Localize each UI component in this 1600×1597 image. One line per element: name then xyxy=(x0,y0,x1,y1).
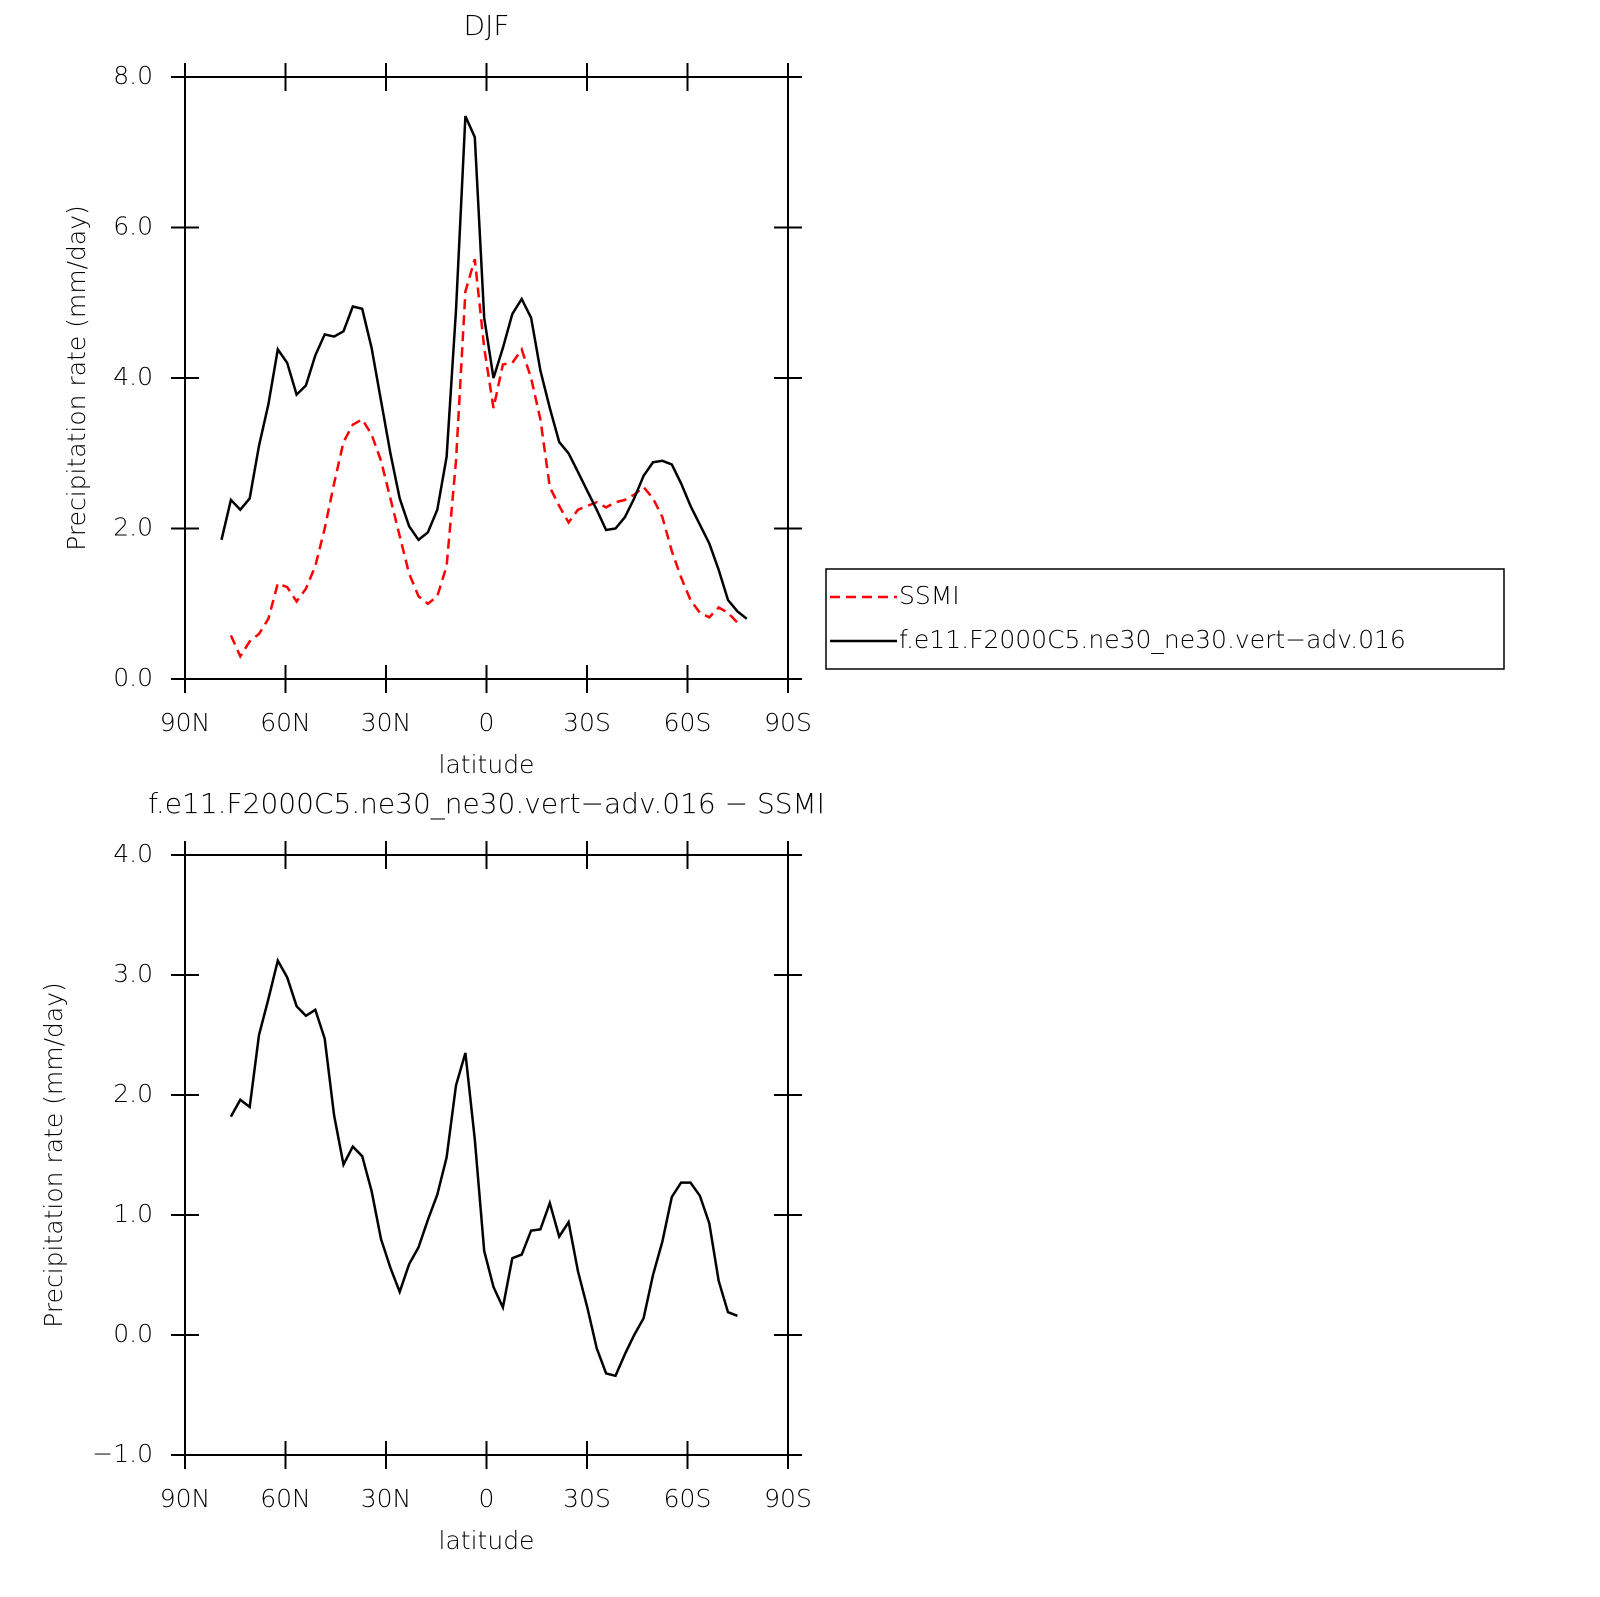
series-line xyxy=(220,115,748,620)
y-tick-label: 8.0 xyxy=(113,61,153,90)
x-tick-label: 30S xyxy=(563,1484,611,1513)
x-tick-label: 30N xyxy=(361,708,412,737)
x-tick-label: 0 xyxy=(479,708,495,737)
y-tick-label: 4.0 xyxy=(113,362,153,391)
chart-title: DJF xyxy=(464,9,510,42)
x-tick-label: 0 xyxy=(479,1484,495,1513)
series-line xyxy=(229,957,738,1378)
x-tick-label: 60S xyxy=(664,1484,712,1513)
x-tick-label: 60N xyxy=(260,708,311,737)
x-tick-label: 90S xyxy=(764,708,812,737)
x-tick-label: 30N xyxy=(361,1484,412,1513)
y-tick-label: 0.0 xyxy=(113,663,153,692)
y-tick-label: 6.0 xyxy=(113,212,153,241)
y-tick-label: 1.0 xyxy=(113,1199,153,1228)
y-axis-label: Precipitation rate (mm/day) xyxy=(62,205,91,551)
legend-label: f.e11.F2000C5.ne30_ne30.vert−adv.016 xyxy=(899,625,1406,654)
y-tick-label: −1.0 xyxy=(92,1439,153,1468)
chart-title: f.e11.F2000C5.ne30_ne30.vert−adv.016 − S… xyxy=(148,787,825,821)
plot-frame xyxy=(184,76,789,680)
legend-box xyxy=(825,568,1505,670)
legend-label: SSMI xyxy=(899,581,960,610)
x-tick-label: 90N xyxy=(160,1484,211,1513)
y-tick-label: 2.0 xyxy=(113,1079,153,1108)
plot-frame xyxy=(184,854,789,1456)
x-axis-label: latitude xyxy=(439,1526,535,1555)
y-axis-label: Precipitation rate (mm/day) xyxy=(39,982,68,1328)
y-tick-label: 2.0 xyxy=(113,513,153,542)
x-axis-label: latitude xyxy=(439,750,535,779)
x-tick-label: 60S xyxy=(664,708,712,737)
x-tick-label: 90N xyxy=(160,708,211,737)
x-tick-label: 30S xyxy=(563,708,611,737)
y-tick-label: 3.0 xyxy=(113,959,153,988)
x-tick-label: 90S xyxy=(764,1484,812,1513)
y-tick-label: 4.0 xyxy=(113,839,153,868)
y-tick-label: 0.0 xyxy=(113,1319,153,1348)
x-tick-label: 60N xyxy=(260,1484,311,1513)
